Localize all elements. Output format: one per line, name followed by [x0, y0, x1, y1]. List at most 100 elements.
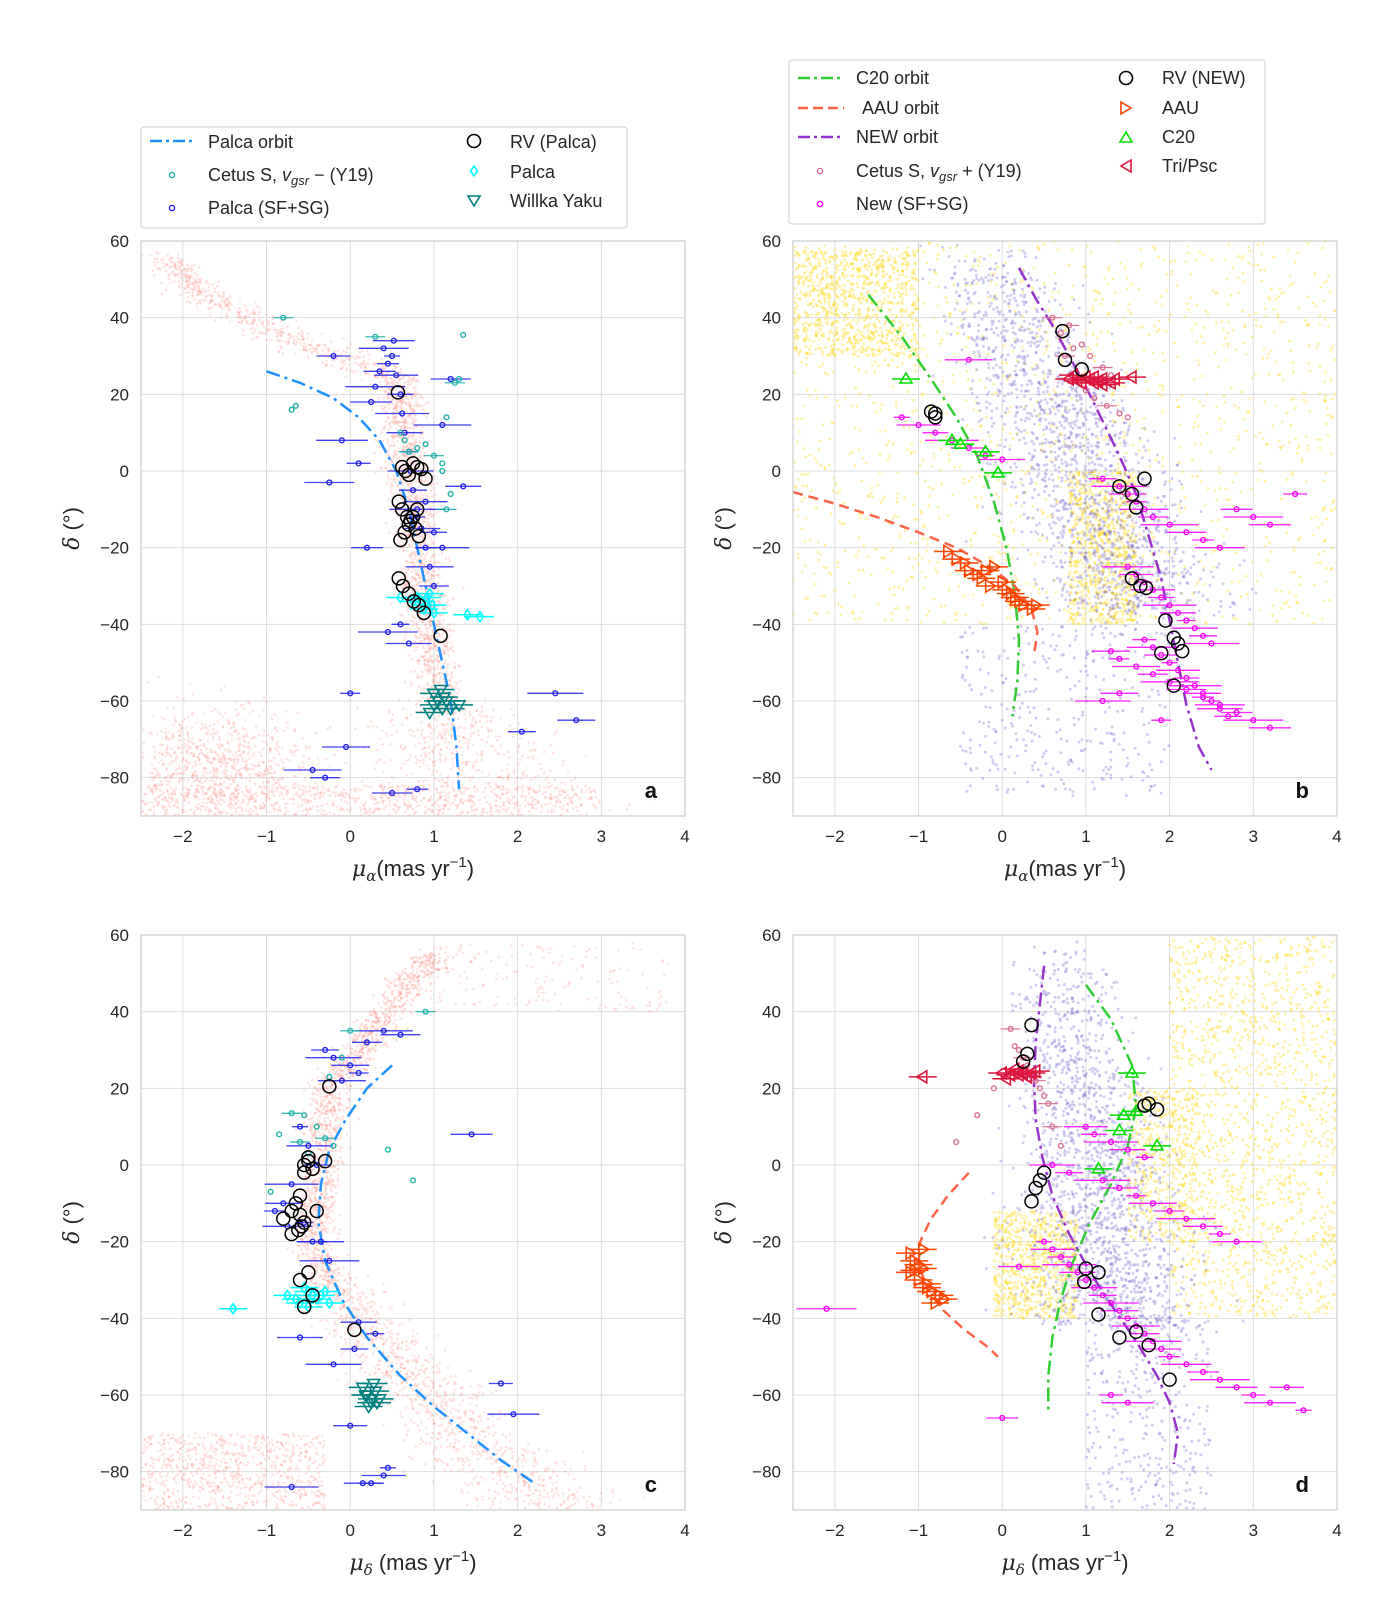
- background-star: [246, 803, 250, 806]
- background-star: [1116, 462, 1120, 466]
- background-star: [404, 420, 408, 423]
- background-star: [189, 808, 192, 811]
- background-star: [499, 775, 502, 779]
- background-star: [145, 812, 148, 816]
- background-star: [1007, 543, 1010, 547]
- background-star: [893, 607, 897, 610]
- data-point: [330, 352, 337, 360]
- background-star: [195, 777, 199, 780]
- background-star: [282, 331, 286, 335]
- background-star: [380, 358, 383, 361]
- background-star: [576, 794, 579, 798]
- background-star: [416, 623, 419, 626]
- background-star: [206, 739, 210, 743]
- background-star: [409, 805, 413, 809]
- background-star: [304, 786, 307, 789]
- background-star: [504, 810, 508, 814]
- background-star: [296, 748, 300, 752]
- background-star: [170, 261, 173, 265]
- background-star: [506, 750, 510, 753]
- background-star: [441, 632, 445, 636]
- background-star: [808, 453, 812, 457]
- background-star: [298, 787, 302, 791]
- background-star: [515, 801, 518, 805]
- background-star: [218, 759, 221, 762]
- background-star: [175, 755, 178, 758]
- background-star: [578, 797, 581, 800]
- background-star: [248, 846, 251, 849]
- background-star: [410, 570, 414, 573]
- background-star: [251, 338, 254, 341]
- background-star: [429, 658, 433, 662]
- background-star: [416, 524, 420, 528]
- background-star: [457, 767, 461, 771]
- background-star: [576, 785, 580, 788]
- background-star: [437, 599, 441, 603]
- background-star: [446, 784, 449, 788]
- background-star: [272, 806, 276, 809]
- background-star: [381, 789, 384, 792]
- background-star: [471, 766, 475, 770]
- background-star: [1162, 359, 1166, 363]
- background-star: [303, 801, 307, 804]
- background-star: [433, 675, 436, 678]
- background-star: [421, 784, 425, 788]
- background-star: [277, 350, 281, 354]
- background-star: [409, 713, 413, 716]
- background-star: [360, 378, 364, 382]
- background-star: [367, 353, 370, 356]
- background-star: [408, 435, 411, 438]
- background-star: [1276, 312, 1280, 316]
- background-star: [197, 293, 200, 296]
- background-star: [456, 775, 460, 778]
- background-star: [196, 784, 200, 788]
- background-star: [243, 727, 247, 731]
- background-star: [472, 808, 476, 812]
- background-star: [164, 767, 168, 770]
- background-star: [1036, 247, 1040, 250]
- background-star: [416, 659, 420, 662]
- background-star: [490, 807, 493, 811]
- background-star: [274, 726, 277, 729]
- background-star: [157, 675, 161, 679]
- background-star: [195, 774, 199, 777]
- background-star: [429, 637, 432, 641]
- background-star: [173, 263, 176, 267]
- background-star: [428, 625, 432, 628]
- background-star: [307, 798, 310, 802]
- background-star: [432, 569, 435, 573]
- background-star: [197, 288, 201, 291]
- background-star: [395, 730, 399, 733]
- background-star: [420, 562, 424, 566]
- background-star: [414, 622, 418, 626]
- background-star: [315, 347, 318, 351]
- background-star: [297, 332, 301, 336]
- background-star: [416, 676, 420, 679]
- background-star: [1245, 429, 1248, 433]
- background-star: [273, 328, 276, 332]
- background-star: [199, 836, 202, 839]
- background-star: [1147, 448, 1151, 452]
- background-star: [381, 439, 385, 443]
- background-star: [223, 768, 227, 772]
- background-star: [254, 764, 258, 768]
- background-star: [279, 790, 282, 794]
- background-star: [264, 740, 267, 744]
- background-star: [217, 294, 221, 298]
- background-star: [281, 761, 285, 765]
- background-star: [116, 765, 119, 768]
- background-star: [308, 789, 312, 793]
- background-star: [420, 754, 423, 757]
- background-star: [1178, 502, 1181, 506]
- background-star: [406, 398, 410, 401]
- background-star: [183, 718, 187, 721]
- background-star: [414, 555, 417, 558]
- background-star: [148, 808, 151, 812]
- background-star: [311, 346, 315, 350]
- background-star: [192, 754, 196, 758]
- background-star: [1151, 503, 1155, 506]
- background-star: [141, 800, 145, 803]
- background-star: [394, 403, 398, 407]
- background-star: [153, 755, 156, 759]
- background-star: [432, 673, 436, 677]
